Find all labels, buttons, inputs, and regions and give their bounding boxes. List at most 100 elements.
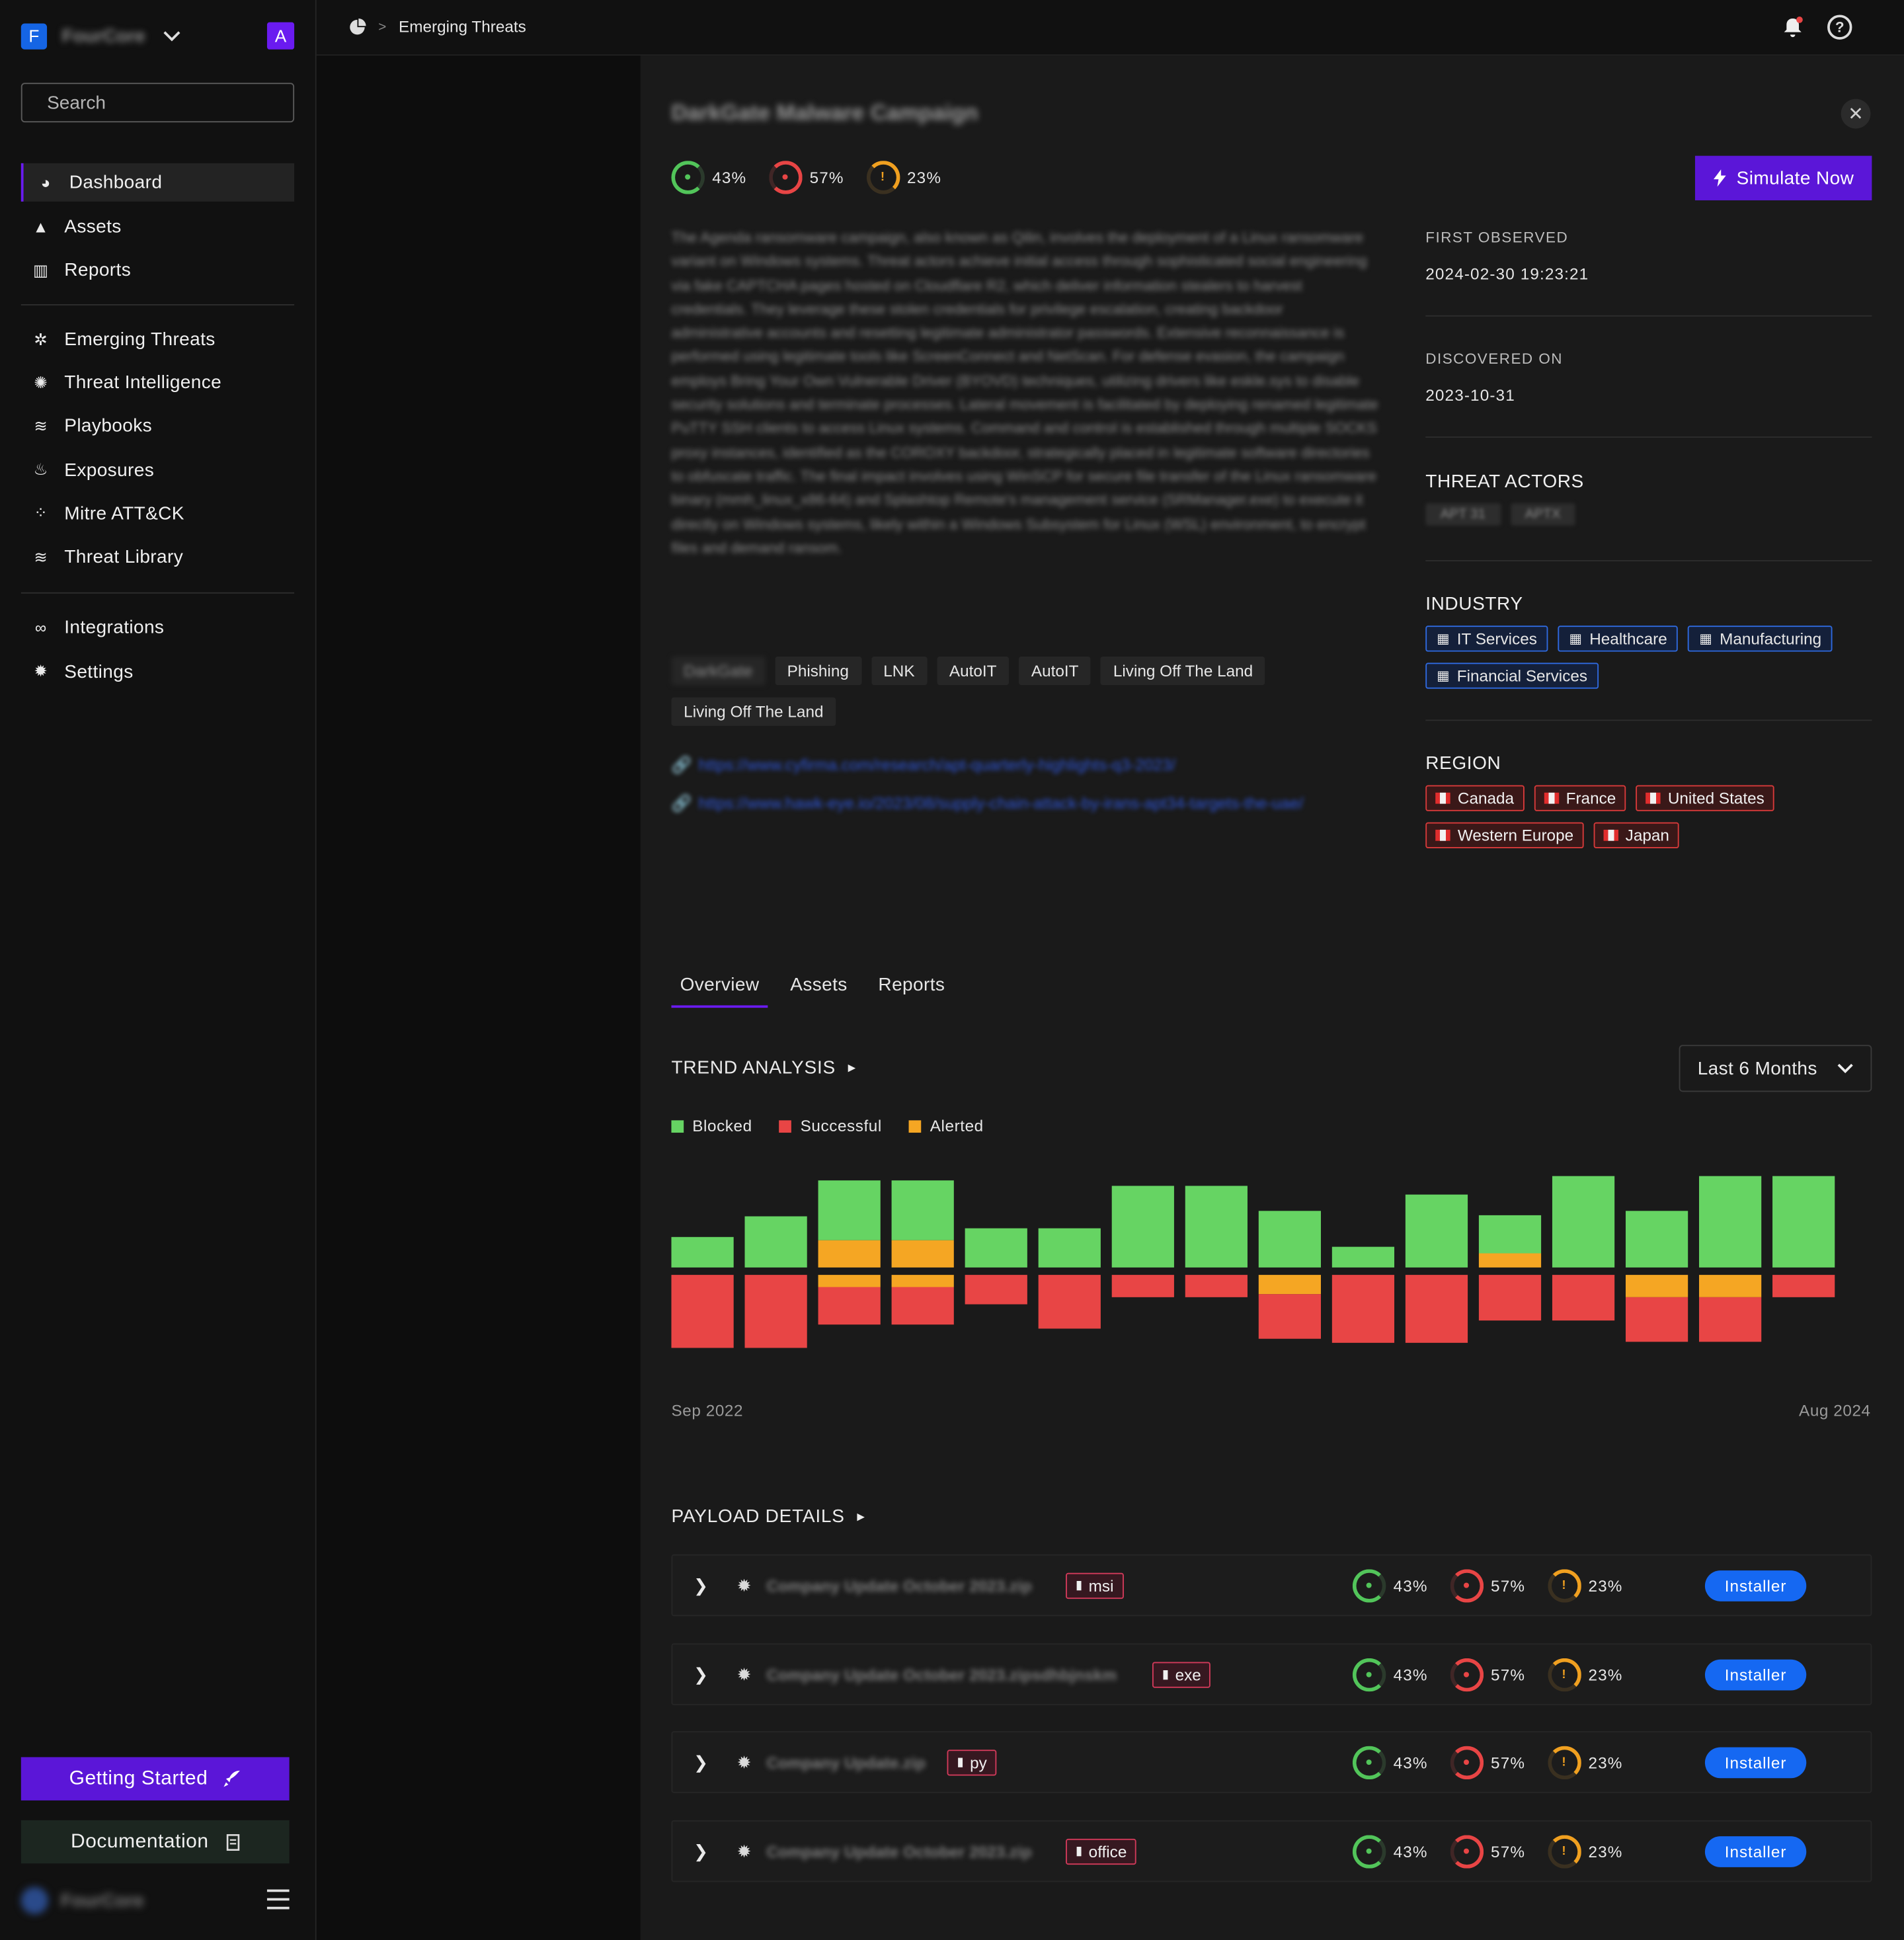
region-chip-label: United States <box>1667 789 1765 808</box>
region-chip-label: Western Europe <box>1457 826 1574 845</box>
sidebar-item-label: Emerging Threats <box>64 329 216 350</box>
actor-chip[interactable]: APTX <box>1510 503 1575 526</box>
chart-bar-group[interactable] <box>965 1228 1027 1305</box>
tag-list: DarkGate Phishing LNK AutoIT AutoIT Living Of… <box>671 657 1388 726</box>
chart-bar-group[interactable] <box>818 1180 881 1325</box>
sidebar-item-dashboard[interactable]: ◕ Dashboard <box>20 163 295 202</box>
chart-bar-group[interactable] <box>1111 1186 1174 1297</box>
search-input[interactable] <box>20 83 295 123</box>
chart-bar-group[interactable] <box>671 1236 734 1348</box>
payload-details-header[interactable]: PAYLOAD DETAILS ▶ <box>671 1506 865 1527</box>
payload-type-badge: ▮ exe <box>1152 1661 1211 1687</box>
payload-alerted-stat: ! 23% <box>1547 1834 1623 1868</box>
industry-chip[interactable]: ▦ Manufacturing <box>1688 626 1833 652</box>
sidebar-item-exposures[interactable]: ♨ Exposures <box>21 451 294 489</box>
sidebar-item-playbooks[interactable]: ≋ Playbooks <box>21 407 294 446</box>
documentation-button[interactable]: Documentation <box>20 1820 290 1864</box>
region-chip[interactable]: Western Europe <box>1425 822 1584 848</box>
bug-icon: ✲ <box>34 329 48 348</box>
chart-bar-group[interactable] <box>1185 1186 1248 1297</box>
payload-blocked-stat: ● 43% <box>1352 1834 1428 1868</box>
installer-button[interactable]: Installer <box>1704 1747 1807 1779</box>
chart-bar-group[interactable] <box>1405 1194 1468 1343</box>
actor-chips: APT 31 APTX <box>1425 503 1872 526</box>
tag-chip[interactable]: DarkGate <box>671 657 765 686</box>
region-chip[interactable]: Canada <box>1425 785 1525 811</box>
tab-reports[interactable]: Reports <box>878 974 945 996</box>
chart-bar-group[interactable] <box>1625 1211 1688 1342</box>
chart-bar-group[interactable] <box>1772 1176 1835 1297</box>
discovered-label: DISCOVERED ON <box>1425 350 1564 368</box>
chart-bar-group[interactable] <box>1552 1176 1615 1321</box>
tag-chip[interactable]: Living Off The Land <box>671 697 836 726</box>
chart-bar-group[interactable] <box>1038 1228 1101 1329</box>
industry-chip[interactable]: ▦ Healthcare <box>1558 626 1679 652</box>
breadcrumb-current[interactable]: Emerging Threats <box>399 17 526 36</box>
industry-chip[interactable]: ▦ Financial Services <box>1425 663 1599 689</box>
chart-bar-group[interactable] <box>1331 1246 1395 1343</box>
tag-chip[interactable]: LNK <box>871 657 928 686</box>
tab-overview[interactable]: Overview <box>671 972 768 1008</box>
chart-bar-group[interactable] <box>1478 1215 1542 1321</box>
chart-bar-group[interactable] <box>744 1216 807 1348</box>
close-icon[interactable]: ✕ <box>1841 99 1871 129</box>
tag-chip[interactable]: AutoIT <box>937 657 1010 686</box>
tag-chip[interactable]: AutoIT <box>1019 657 1091 686</box>
pie-chart-icon: ◕ <box>40 173 51 192</box>
sidebar-item-settings[interactable]: ✹ Settings <box>21 652 294 690</box>
bell-icon[interactable] <box>1782 16 1804 38</box>
blocked-bar <box>1038 1228 1101 1268</box>
org-switcher[interactable]: F FourCore <box>20 22 180 50</box>
tab-assets[interactable]: Assets <box>790 974 848 996</box>
payload-row[interactable]: ❯ ✹ Company Update October 2023.zipsdhbjns… <box>671 1642 1872 1705</box>
time-range-select[interactable]: Last 6 Months <box>1679 1045 1872 1092</box>
tag-chip[interactable]: Phishing <box>774 657 861 686</box>
flag-icon <box>1435 792 1450 804</box>
chart-bar-group[interactable] <box>1699 1176 1762 1342</box>
sidebar-item-assets[interactable]: ▲ Assets <box>21 207 294 245</box>
payload-row[interactable]: ❯ ✹ Company Update.zip ▮ py ● 43% ● 57%! 23% Insta… <box>671 1731 1872 1793</box>
pie-chart-icon[interactable] <box>348 18 366 35</box>
installer-button[interactable]: Installer <box>1704 1570 1807 1601</box>
legend-successful: Successful <box>779 1117 882 1135</box>
file-icon: ▮ <box>1076 1844 1083 1858</box>
reference-link[interactable]: 🔗 https://www.hawk-eye.io/2023/08/supply-… <box>671 791 1345 815</box>
simulate-now-button[interactable]: Simulate Now <box>1694 155 1872 200</box>
sidebar-item-label: Integrations <box>64 617 165 638</box>
sidebar-item-mitre-att-ck[interactable]: ⁘ Mitre ATT&CK <box>21 495 294 533</box>
installer-button[interactable]: Installer <box>1704 1836 1807 1867</box>
menu-icon[interactable] <box>266 1889 290 1910</box>
sidebar-item-emerging-threats[interactable]: ✲ Emerging Threats <box>21 320 294 358</box>
sidebar-item-label: Settings <box>64 661 134 682</box>
blocked-bar <box>1405 1194 1468 1268</box>
getting-started-button[interactable]: Getting Started <box>20 1757 290 1800</box>
successful-bar <box>1258 1294 1322 1339</box>
actor-chip[interactable]: APT 31 <box>1425 503 1501 526</box>
region-chip[interactable]: Japan <box>1593 822 1679 848</box>
sidebar-item-threat-intelligence[interactable]: ✺ Threat Intelligence <box>21 364 294 402</box>
user-avatar[interactable]: A <box>266 22 295 50</box>
sidebar-item-threat-library[interactable]: ≋ Threat Library <box>21 538 294 577</box>
payload-row[interactable]: ❯ ✹ Company Update October 2023.zip ▮ msi ● 43… <box>671 1554 1872 1617</box>
chevron-right-icon[interactable]: ❯ <box>694 1664 709 1684</box>
region-chip[interactable]: France <box>1533 785 1626 811</box>
chevron-right-icon[interactable]: ❯ <box>694 1575 709 1596</box>
blocked-bar <box>1258 1211 1322 1268</box>
chart-bar-group[interactable] <box>1258 1211 1322 1339</box>
first-observed: FIRST OBSERVED 2024-02-30 19:23:21 <box>1425 229 1872 283</box>
alert-icon: ! <box>1547 1834 1581 1868</box>
tag-chip[interactable]: Living Off The Land <box>1101 657 1265 686</box>
sidebar-item-reports[interactable]: ▥ Reports <box>21 251 294 290</box>
chevron-right-icon[interactable]: ❯ <box>694 1840 709 1861</box>
chart-bar-group[interactable] <box>891 1180 954 1325</box>
industry-chip[interactable]: ▦ IT Services <box>1425 626 1548 652</box>
region-chip[interactable]: United States <box>1636 785 1774 811</box>
sidebar-item-integrations[interactable]: ∞ Integrations <box>21 608 294 647</box>
reference-link[interactable]: 🔗 https://www.cyfirma.com/research/apt-qu… <box>671 753 1345 777</box>
sidebar: F FourCore A ◕ Dashboard ▲ Assets ▥ Reports ✲… <box>0 0 317 1940</box>
help-icon[interactable]: ? <box>1827 15 1852 40</box>
installer-button[interactable]: Installer <box>1704 1658 1807 1690</box>
chevron-right-icon[interactable]: ❯ <box>694 1752 709 1772</box>
payload-row[interactable]: ❯ ✹ Company Update October 2023.zip ▮ office… <box>671 1819 1872 1882</box>
trend-analysis-header[interactable]: TREND ANALYSIS ▶ <box>671 1057 855 1078</box>
